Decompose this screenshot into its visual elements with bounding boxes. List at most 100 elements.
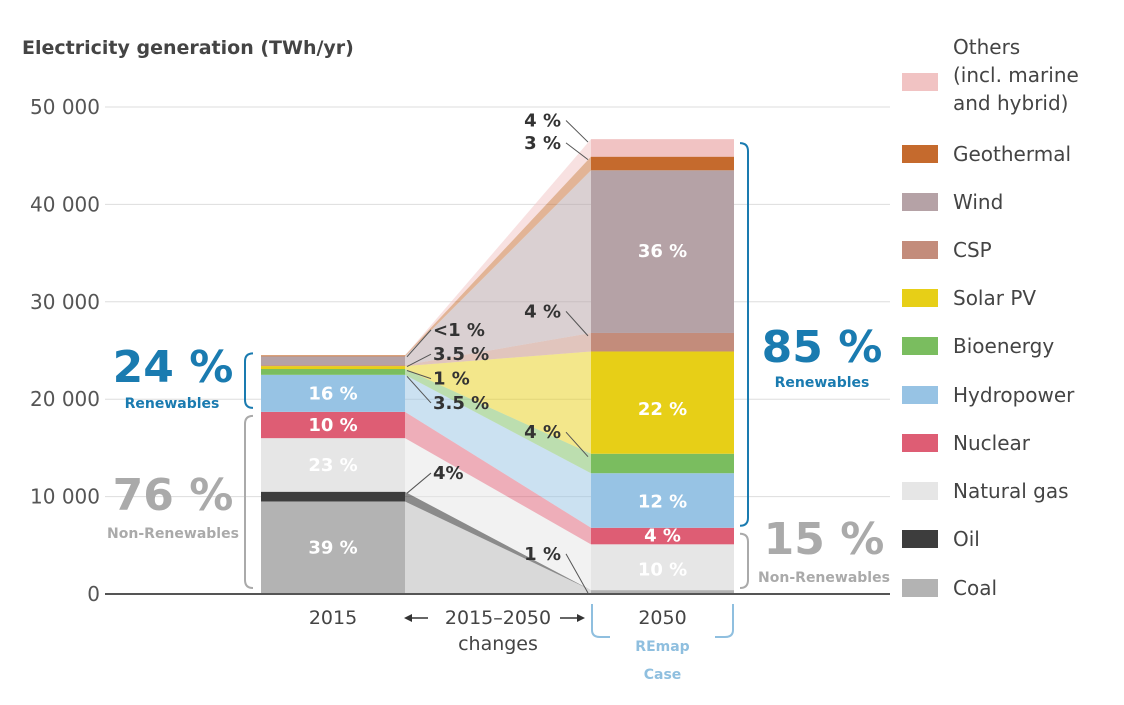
- legend-label-others: Others: [953, 35, 1020, 59]
- bar-percent-label: 22 %: [638, 399, 687, 420]
- bar-2050-geothermal: [591, 156, 734, 171]
- bar-2050-natural-gas: [591, 544, 734, 591]
- bar-2050-solar-pv: [591, 351, 734, 454]
- callout-label-2050: 1 %: [524, 544, 561, 565]
- bar-percent-label: 4 %: [644, 526, 681, 547]
- callout-labels: <1 %3.5 %1 %3.5 %4%4 %3 %4 %4 %1 %: [406, 110, 589, 594]
- bar-2050-coal: [591, 590, 734, 594]
- callout-leader: [406, 369, 432, 380]
- callout-leader: [565, 120, 589, 143]
- change-bands: [405, 139, 591, 594]
- legend: Others (incl. marine and hybrid) Geothermal…: [902, 35, 1079, 600]
- change-band-others: [405, 139, 591, 356]
- middle-label-line1: 2015–2050: [445, 607, 551, 629]
- renewables-label-2050: Renewables: [775, 375, 870, 391]
- change-band-geothermal: [405, 156, 591, 357]
- callout-leader: [406, 353, 432, 368]
- change-band-hydropower: [405, 374, 591, 528]
- bar-2015-nuclear: [261, 411, 405, 439]
- change-band-coal: [405, 501, 591, 594]
- callout-label-2015: <1 %: [433, 320, 485, 341]
- bar-2015-natural-gas: [261, 438, 405, 492]
- bar-2015-csp: [261, 365, 405, 367]
- x-axis: 2015 2050 2015–2050 changes REmap Case: [309, 604, 734, 683]
- bar-2015-geothermal: [261, 355, 405, 357]
- bar-2050-others: [591, 139, 734, 157]
- stacked-bars: [105, 139, 890, 595]
- bracket-non-renewables-2050: [739, 532, 749, 589]
- non-renewables-label-2015: Non-Renewables: [107, 526, 239, 542]
- bar-2050-nuclear: [591, 527, 734, 545]
- y-tick-label: 40 000: [30, 192, 100, 216]
- bar-percent-label: 23 %: [308, 455, 357, 476]
- callout-leader: [565, 142, 589, 160]
- callout-label-2050: 3 %: [524, 133, 561, 154]
- chart-title: Electricity generation (TWh/yr): [22, 37, 354, 59]
- bar-percent-label: 36 %: [638, 241, 687, 262]
- bar-percent-label: 12 %: [638, 491, 687, 512]
- bar-2050-csp: [591, 332, 734, 352]
- bar-percent-label: 16 %: [308, 383, 357, 404]
- legend-swatch-oil: [902, 530, 938, 548]
- change-band-solar-pv: [405, 351, 591, 454]
- legend-swatch-nuclear: [902, 434, 938, 452]
- change-band-csp: [405, 332, 591, 367]
- callout-leader: [406, 375, 432, 404]
- bar-2015-wind: [261, 356, 405, 366]
- bar-2050-wind: [591, 170, 734, 333]
- change-band-wind: [405, 170, 591, 366]
- callout-leader: [565, 311, 589, 337]
- bar-2050-bioenergy: [591, 453, 734, 474]
- category-label-2015: 2015: [309, 607, 357, 629]
- legend-swatch-natural-gas: [902, 482, 938, 500]
- callout-leader: [406, 329, 432, 358]
- legend-label-nuclear: Nuclear: [953, 431, 1031, 455]
- bar-2050-hydropower: [591, 473, 734, 528]
- legend-label-others: (incl. marine: [953, 63, 1079, 87]
- middle-label-line2: changes: [458, 633, 538, 655]
- legend-label-oil: Oil: [953, 527, 980, 551]
- renewables-share-2050: 85 %: [762, 322, 883, 373]
- legend-label-bioenergy: Bioenergy: [953, 334, 1054, 358]
- category-label-2050: 2050: [638, 607, 686, 629]
- legend-label-coal: Coal: [953, 576, 997, 600]
- callout-label-2015: 1 %: [433, 369, 470, 390]
- remap-bracket-left: [591, 604, 610, 638]
- remap-label-line2: Case: [644, 667, 682, 683]
- callout-label-2015: 4%: [433, 463, 464, 484]
- remap-bracket-right: [715, 604, 734, 638]
- legend-swatch-hydropower: [902, 386, 938, 404]
- legend-swatch-bioenergy: [902, 337, 938, 355]
- callout-leader: [565, 553, 589, 594]
- bar-2015-coal: [261, 501, 405, 594]
- renewables-label-2015: Renewables: [125, 396, 220, 412]
- legend-label-wind: Wind: [953, 190, 1003, 214]
- share-brackets: 24 % Renewables 76 % Non-Renewables 85 % Rene…: [107, 142, 890, 589]
- bar-percent-labels: 39 % 23 % 10 % 16 % 10 % 4 % 12 % 22 % 36 %: [308, 241, 687, 580]
- remap-label-line1: REmap: [635, 639, 689, 655]
- change-band-bioenergy: [405, 369, 591, 474]
- callout-label-2050: 4 %: [524, 422, 561, 443]
- legend-label-geothermal: Geothermal: [953, 142, 1071, 166]
- legend-label-csp: CSP: [953, 238, 992, 262]
- legend-swatch-wind: [902, 193, 938, 211]
- y-tick-label: 50 000: [30, 95, 100, 119]
- callout-leader: [406, 472, 432, 494]
- bar-2015-hydropower: [261, 374, 405, 412]
- change-band-natural-gas: [405, 438, 591, 591]
- change-band-nuclear: [405, 411, 591, 545]
- callout-label-2015: 3.5 %: [433, 344, 489, 365]
- callout-label-2050: 4 %: [524, 110, 561, 131]
- bar-2015-oil: [261, 491, 405, 502]
- bar-2015-solar-pv: [261, 366, 405, 370]
- legend-label-hydropower: Hydropower: [953, 383, 1075, 407]
- non-renewables-label-2050: Non-Renewables: [758, 570, 890, 586]
- bar-2015-bioenergy: [261, 369, 405, 375]
- bracket-renewables-2050: [739, 142, 749, 527]
- legend-swatch-csp: [902, 241, 938, 259]
- renewables-share-2015: 24 %: [113, 342, 234, 393]
- bracket-renewables-2015: [244, 352, 254, 409]
- y-tick-label: 30 000: [30, 290, 100, 314]
- legend-label-solar-pv: Solar PV: [953, 286, 1036, 310]
